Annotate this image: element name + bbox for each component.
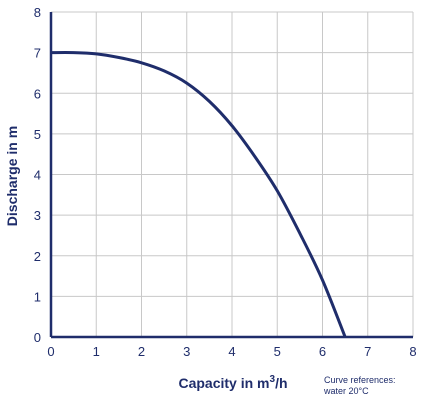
y-tick-label-0: 0 (34, 330, 41, 345)
x-tick-label-0: 0 (47, 344, 54, 359)
x-axis-label-suffix: /h (275, 375, 287, 391)
grid-lines (50, 11, 414, 338)
y-tick-label-4: 4 (34, 168, 41, 183)
y-tick-label-3: 3 (34, 208, 41, 223)
x-tick-label-4: 4 (228, 344, 235, 359)
y-tick-label-8: 8 (34, 5, 41, 20)
y-tick-label-1: 1 (34, 289, 41, 304)
series-layer (50, 51, 347, 338)
y-tick-labels: 0 1 2 3 4 5 6 7 8 (34, 5, 41, 345)
x-tick-label-8: 8 (409, 344, 416, 359)
curve-note-line1: Curve references: (324, 375, 396, 385)
y-tick-label-2: 2 (34, 249, 41, 264)
series-line-0 (50, 51, 347, 338)
x-tick-label-5: 5 (274, 344, 281, 359)
x-tick-label-7: 7 (364, 344, 371, 359)
y-axis-label: Discharge in m (4, 126, 20, 226)
x-axis-label-main: Capacity in m (178, 375, 269, 391)
x-axis-label-sup: 3 (270, 374, 276, 385)
x-tick-label-1: 1 (93, 344, 100, 359)
y-tick-label-5: 5 (34, 127, 41, 142)
x-tick-labels: 0 1 2 3 4 5 6 7 8 (47, 344, 416, 359)
curve-note-line2: water 20°C (323, 386, 369, 396)
y-tick-label-7: 7 (34, 46, 41, 61)
axes (49, 12, 413, 339)
x-tick-label-6: 6 (319, 344, 326, 359)
y-tick-label-6: 6 (34, 86, 41, 101)
x-tick-label-3: 3 (183, 344, 190, 359)
x-tick-label-2: 2 (138, 344, 145, 359)
x-axis-label: Capacity in m3/h (178, 374, 287, 391)
